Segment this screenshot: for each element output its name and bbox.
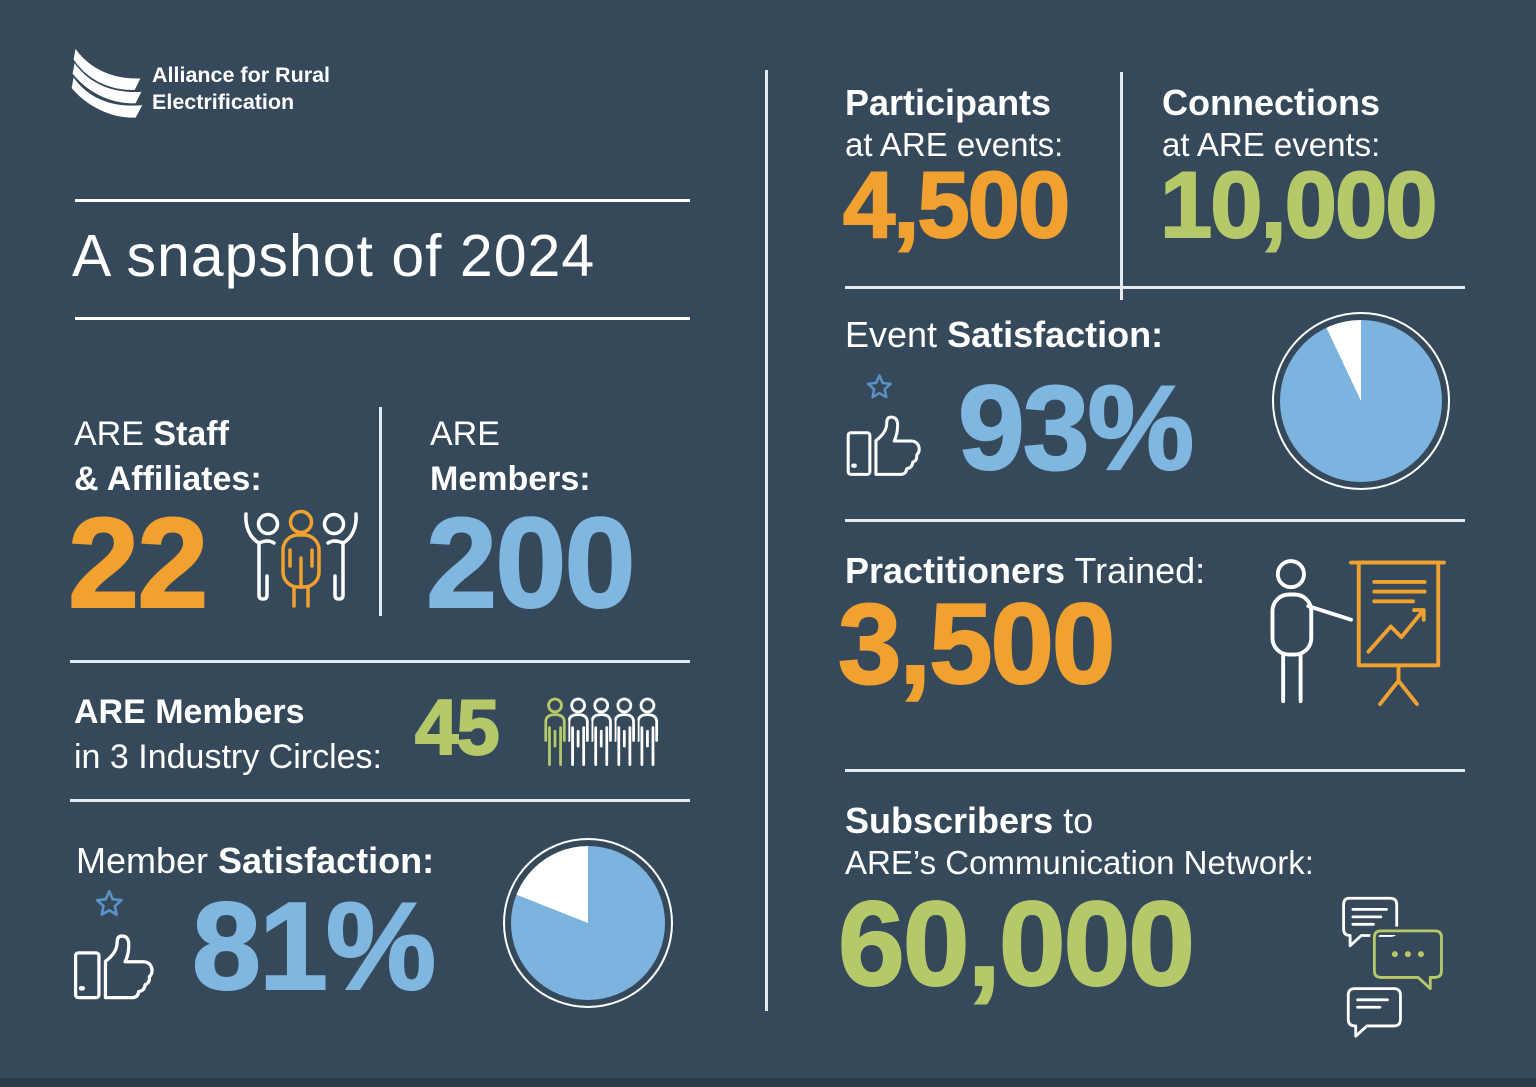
esat-label-prefix: Event <box>845 314 948 355</box>
participants-label-regular: at ARE events: <box>845 126 1064 163</box>
practitioners-label: Practitioners Trained: <box>845 548 1205 594</box>
staff-label-bold1: Staff <box>153 415 229 453</box>
divider-left-1 <box>70 660 690 663</box>
staff-label-bold2: & Affiliates: <box>74 460 262 498</box>
event-thumbs-up-icon <box>846 374 921 476</box>
member-thumbs-up-icon <box>73 889 154 1000</box>
divider-right-3 <box>845 769 1465 772</box>
connections-label: Connections at ARE events: <box>1162 80 1380 164</box>
participants-label-bold: Participants <box>845 82 1052 123</box>
title-rule-top <box>75 199 690 202</box>
divider-participants-connections <box>1120 72 1123 300</box>
footer-strip <box>0 1078 1536 1087</box>
industry-circles-value: 45 <box>414 683 501 771</box>
industry-label-regular: in 3 Industry Circles: <box>74 738 382 776</box>
members-label-bold: Members: <box>430 460 591 498</box>
presenter-training-icon <box>1270 559 1446 706</box>
event-satisfaction-value: 93% <box>957 361 1195 495</box>
member-satisfaction-label: Member Satisfaction: <box>76 838 434 884</box>
staff-affiliates-label: ARE Staff & Affiliates: <box>74 412 262 502</box>
member-satisfaction-pie-ring <box>503 838 673 1008</box>
event-satisfaction-label: Event Satisfaction: <box>845 312 1163 358</box>
subscribers-label-to: to <box>1053 800 1094 841</box>
event-satisfaction-pie-chart <box>1280 320 1442 482</box>
are-logo-icon <box>71 48 143 118</box>
participants-value: 4,500 <box>842 152 1071 257</box>
staff-label-prefix: ARE <box>74 415 154 453</box>
members-label-prefix: ARE <box>430 415 500 453</box>
practitioners-label-bold: Practitioners <box>845 550 1066 591</box>
msat-label-bold: Satisfaction: <box>218 840 435 881</box>
logo-text: Alliance for Rural Electrification <box>152 62 330 116</box>
connections-label-regular: at ARE events: <box>1162 126 1381 163</box>
logo-line1: Alliance for Rural <box>152 63 331 87</box>
members-label: ARE Members: <box>430 412 591 502</box>
participants-label: Participants at ARE events: <box>845 80 1063 164</box>
subscribers-label-bold: Subscribers <box>845 800 1054 841</box>
divider-center <box>765 70 768 1011</box>
member-satisfaction-value: 81% <box>191 878 437 1016</box>
star-icon <box>95 889 123 916</box>
practitioners-label-regular: Trained: <box>1065 550 1206 591</box>
subscribers-label: Subscribers to ARE’s Communication Netwo… <box>845 798 1314 882</box>
logo-line2: Electrification <box>152 90 295 114</box>
staff-trio-icon <box>244 507 358 611</box>
subscribers-value: 60,000 <box>837 877 1196 1011</box>
members-value: 200 <box>425 492 637 635</box>
member-satisfaction-pie-chart <box>511 846 665 1000</box>
esat-label-bold: Satisfaction: <box>947 314 1164 355</box>
people-group-icon <box>543 694 665 776</box>
divider-right-2 <box>845 519 1465 522</box>
connections-label-bold: Connections <box>1162 82 1381 123</box>
subscribers-label-line1: Subscribers to <box>845 798 1314 844</box>
connections-value: 10,000 <box>1159 152 1439 257</box>
page-title: A snapshot of 2024 <box>72 223 596 289</box>
industry-circles-label: ARE Members in 3 Industry Circles: <box>74 690 382 780</box>
divider-right-1 <box>845 286 1465 289</box>
event-satisfaction-pie-ring <box>1272 312 1450 490</box>
chat-bubbles-icon <box>1342 896 1446 1041</box>
divider-left-2 <box>70 799 690 802</box>
title-rule-bottom <box>75 317 690 320</box>
msat-label-prefix: Member <box>76 840 219 881</box>
practitioners-value: 3,500 <box>837 581 1116 708</box>
divider-staff-members <box>379 407 382 616</box>
industry-label-bold: ARE Members <box>74 693 305 731</box>
subscribers-label-line2: ARE’s Communication Network: <box>845 844 1314 881</box>
star-icon <box>866 374 892 399</box>
staff-affiliates-value: 22 <box>67 492 209 635</box>
